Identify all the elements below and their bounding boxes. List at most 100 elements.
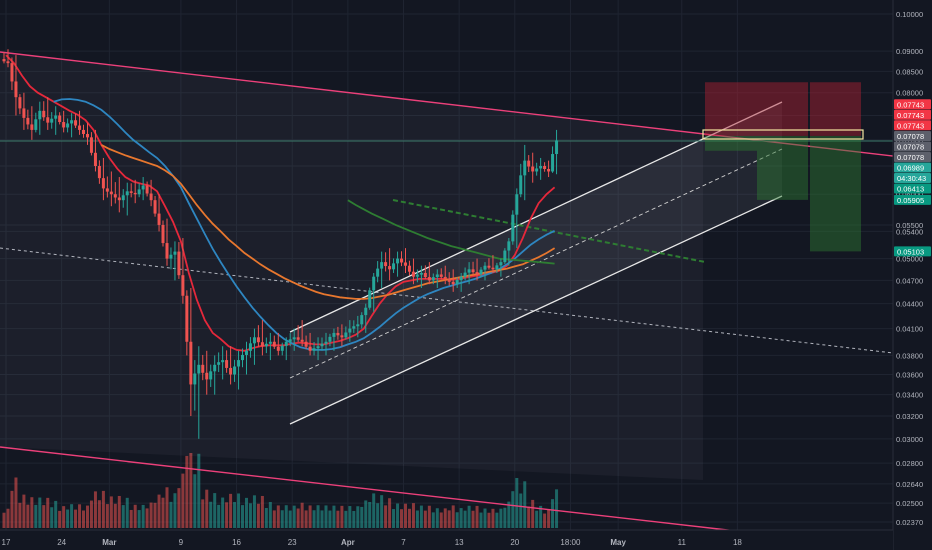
candle-body[interactable] [404, 262, 407, 266]
candle-body[interactable] [82, 129, 85, 134]
candle-body[interactable] [105, 188, 109, 192]
candle-body[interactable] [507, 241, 511, 251]
candle-body[interactable] [340, 335, 344, 338]
candle-body[interactable] [304, 341, 308, 347]
candle-body[interactable] [479, 269, 483, 275]
green-trend-line[interactable] [392, 199, 706, 263]
candle-body[interactable] [459, 276, 463, 281]
candle-body[interactable] [10, 63, 14, 82]
candlesticks[interactable] [2, 49, 559, 439]
candle-body[interactable] [38, 110, 42, 120]
candle-body[interactable] [356, 324, 360, 327]
price-axis[interactable]: 0.100000.090000.085000.080000.075000.070… [892, 0, 932, 550]
candle-body[interactable] [352, 326, 356, 329]
candle-body[interactable] [316, 346, 320, 349]
position-boxes[interactable] [702, 82, 864, 252]
candle-body[interactable] [348, 328, 352, 333]
candle-body[interactable] [543, 166, 547, 170]
candle-body[interactable] [129, 191, 133, 193]
candle-body[interactable] [451, 281, 455, 285]
candle-body[interactable] [18, 97, 22, 109]
candle-body[interactable] [237, 360, 241, 367]
candle-body[interactable] [86, 133, 89, 138]
candle-body[interactable] [121, 195, 125, 201]
candle-body[interactable] [125, 191, 129, 196]
candle-body[interactable] [288, 339, 292, 342]
moving-average-line[interactable] [347, 199, 555, 265]
candle-body[interactable] [380, 262, 384, 269]
candle-body[interactable] [419, 272, 423, 275]
candle-body[interactable] [300, 339, 304, 342]
candle-body[interactable] [137, 189, 141, 195]
candle-body[interactable] [519, 175, 523, 195]
candle-body[interactable] [113, 194, 117, 198]
candle-body[interactable] [515, 194, 519, 215]
candle-body[interactable] [66, 123, 70, 128]
candle-body[interactable] [89, 137, 93, 153]
candle-body[interactable] [193, 373, 197, 385]
candle-body[interactable] [161, 224, 165, 244]
candle-body[interactable] [392, 263, 396, 270]
candle-body[interactable] [336, 332, 340, 336]
candle-body[interactable] [109, 191, 113, 195]
candle-body[interactable] [217, 362, 221, 365]
candle-body[interactable] [245, 350, 248, 355]
candle-body[interactable] [531, 166, 535, 172]
candle-body[interactable] [97, 166, 101, 179]
candle-body[interactable] [483, 265, 487, 270]
candle-body[interactable] [292, 337, 296, 340]
candle-body[interactable] [551, 154, 555, 172]
time-axis[interactable]: 17 24 Mar 9 16 23 Apr 7 13 20 18:00 May 11 18 [0, 529, 893, 550]
candle-body[interactable] [264, 343, 268, 347]
candle-body[interactable] [221, 360, 225, 363]
candle-body[interactable] [30, 124, 34, 130]
candle-body[interactable] [475, 272, 479, 275]
candle-body[interactable] [22, 108, 26, 118]
candle-body[interactable] [284, 341, 288, 346]
candle-body[interactable] [360, 315, 364, 325]
candle-body[interactable] [74, 120, 78, 126]
candle-body[interactable] [411, 271, 415, 277]
candle-body[interactable] [177, 251, 181, 276]
candle-body[interactable] [368, 290, 372, 308]
candle-body[interactable] [280, 345, 284, 351]
candle-body[interactable] [467, 269, 471, 273]
candle-body[interactable] [145, 185, 149, 194]
candle-body[interactable] [495, 265, 499, 270]
candle-body[interactable] [268, 341, 272, 344]
candle-body[interactable] [435, 274, 439, 278]
candle-body[interactable] [439, 274, 443, 277]
candle-body[interactable] [93, 152, 97, 167]
asc-channel-lower[interactable] [289, 195, 783, 425]
candle-body[interactable] [165, 243, 169, 259]
candle-body[interactable] [443, 276, 447, 279]
candle-body[interactable] [42, 110, 46, 118]
candle-body[interactable] [328, 336, 332, 342]
candle-body[interactable] [58, 115, 62, 123]
channel-lower-line[interactable] [0, 446, 746, 533]
candle-body[interactable] [523, 160, 527, 176]
candle-body[interactable] [324, 341, 328, 344]
candle-body[interactable] [26, 117, 30, 125]
candle-body[interactable] [181, 275, 185, 296]
candle-body[interactable] [201, 364, 205, 373]
candle-body[interactable] [272, 341, 276, 347]
candle-body[interactable] [213, 364, 217, 372]
candle-body[interactable] [376, 268, 380, 277]
candle-body[interactable] [463, 272, 467, 277]
position-stop-zone[interactable] [757, 135, 808, 200]
candle-body[interactable] [407, 265, 411, 272]
candle-body[interactable] [447, 278, 451, 282]
candle-body[interactable] [133, 192, 137, 195]
candle-body[interactable] [511, 214, 515, 242]
position-stop-zone[interactable] [810, 135, 861, 252]
candle-body[interactable] [471, 269, 475, 273]
candle-body[interactable] [205, 372, 209, 380]
candle-body[interactable] [78, 125, 82, 130]
candle-body[interactable] [332, 332, 336, 337]
candle-body[interactable] [276, 346, 280, 351]
candle-body[interactable] [527, 160, 531, 167]
candle-body[interactable] [153, 200, 157, 214]
moving-average-line[interactable] [100, 144, 556, 300]
candle-body[interactable] [396, 258, 400, 264]
